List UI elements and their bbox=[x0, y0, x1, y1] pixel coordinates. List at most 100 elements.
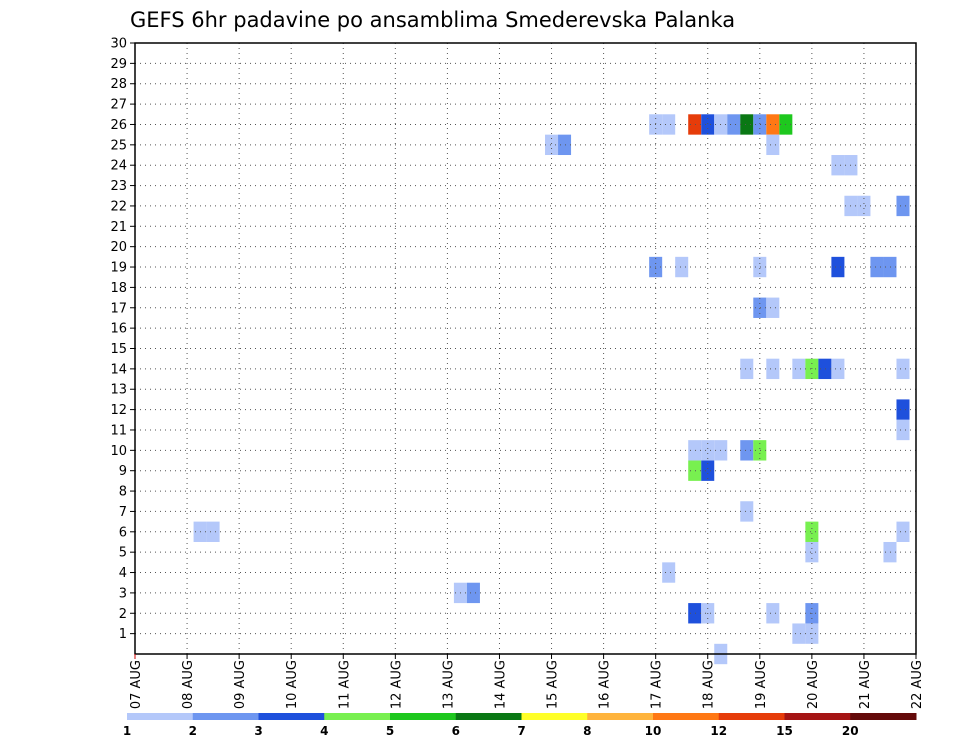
precip-cell bbox=[857, 195, 871, 217]
precip-cell bbox=[753, 297, 767, 318]
precip-cell bbox=[662, 114, 676, 135]
x-tick-label: 14 AUG bbox=[493, 660, 508, 709]
precip-cell bbox=[766, 114, 780, 135]
x-tick-label: 22 AUG bbox=[910, 660, 925, 709]
y-tick-label: 30 bbox=[110, 37, 127, 52]
y-tick-label: 10 bbox=[110, 444, 127, 459]
precip-cell bbox=[675, 256, 689, 278]
precip-cell bbox=[701, 460, 715, 481]
precip-cell bbox=[701, 114, 715, 135]
legend-label: 12 bbox=[710, 724, 727, 738]
x-tick-label: 08 AUG bbox=[181, 660, 196, 709]
y-tick-label: 16 bbox=[110, 322, 127, 337]
y-tick-label: 19 bbox=[110, 261, 127, 276]
precip-cell bbox=[558, 134, 572, 156]
legend-swatch bbox=[850, 713, 917, 720]
y-tick-label: 27 bbox=[110, 98, 127, 113]
precip-cell bbox=[740, 440, 754, 461]
y-tick-label: 17 bbox=[110, 301, 127, 316]
y-tick-label: 29 bbox=[110, 57, 127, 72]
y-tick-label: 21 bbox=[110, 220, 127, 235]
x-tick-label: 16 AUG bbox=[598, 660, 613, 709]
precip-cell bbox=[896, 358, 910, 380]
legend-swatch bbox=[390, 713, 457, 720]
grid-lines bbox=[135, 43, 916, 654]
legend-swatch bbox=[521, 713, 588, 720]
x-tick-label: 07 AUG bbox=[129, 660, 144, 709]
precip-cell bbox=[766, 358, 780, 380]
legend-label: 10 bbox=[645, 724, 662, 738]
y-tick-label: 23 bbox=[110, 179, 127, 194]
precip-cell bbox=[766, 297, 780, 318]
y-tick-label: 11 bbox=[110, 423, 127, 438]
x-tick-label: 20 AUG bbox=[806, 660, 821, 709]
y-tick-label: 5 bbox=[119, 546, 127, 561]
precip-cell bbox=[805, 521, 819, 542]
legend-label: 15 bbox=[776, 724, 793, 738]
legend-swatch bbox=[587, 713, 654, 720]
y-tick-label: 1 bbox=[119, 627, 127, 642]
x-tick-label: 15 AUG bbox=[546, 660, 561, 709]
precip-cell bbox=[688, 460, 702, 481]
y-tick-label: 3 bbox=[119, 586, 127, 601]
y-tick-label: 9 bbox=[119, 464, 127, 479]
chart-title: GEFS 6hr padavine po ansamblima Smederev… bbox=[130, 8, 735, 32]
precip-cell bbox=[831, 256, 845, 278]
y-tick-label: 14 bbox=[110, 362, 127, 377]
legend-label: 3 bbox=[254, 724, 262, 738]
precip-cell bbox=[740, 114, 754, 135]
x-axis: 07 AUG 08 AUG 09 AUG 10 AUG 11 AUG 12 AUG 13 A… bbox=[129, 654, 925, 709]
legend-label: 20 bbox=[842, 724, 859, 738]
y-tick-label: 22 bbox=[110, 199, 127, 214]
precip-cell bbox=[545, 134, 559, 156]
precip-cell bbox=[792, 623, 806, 644]
y-tick-label: 4 bbox=[119, 566, 127, 581]
precipitation-cells bbox=[193, 114, 910, 665]
legend-label: 5 bbox=[386, 724, 394, 738]
y-tick-label: 26 bbox=[110, 118, 127, 133]
y-tick-label: 12 bbox=[110, 403, 127, 418]
x-tick-label: 18 AUG bbox=[702, 660, 717, 709]
y-axis: 1234567891011121314151617181920212223242… bbox=[110, 37, 135, 642]
y-tick-label: 8 bbox=[119, 485, 127, 500]
precip-cell bbox=[792, 358, 806, 380]
legend-swatch bbox=[718, 713, 785, 720]
precip-cell bbox=[753, 114, 767, 135]
y-tick-label: 24 bbox=[110, 159, 127, 174]
precip-cell bbox=[688, 440, 702, 461]
precip-cell bbox=[896, 419, 910, 441]
precip-cell bbox=[831, 155, 845, 176]
legend-swatch bbox=[192, 713, 259, 720]
x-tick-label: 09 AUG bbox=[233, 660, 248, 709]
legend-swatch bbox=[258, 713, 325, 720]
x-tick-label: 12 AUG bbox=[389, 660, 404, 709]
legend-label: 2 bbox=[189, 724, 197, 738]
y-tick-label: 20 bbox=[110, 240, 127, 255]
precip-cell bbox=[753, 440, 767, 461]
color-legend: 1 2 3 4 5 6 7 8 10 12 15 20 bbox=[123, 713, 917, 738]
y-tick-label: 25 bbox=[110, 138, 127, 153]
y-tick-label: 6 bbox=[119, 525, 127, 540]
precip-cell bbox=[896, 195, 910, 217]
precip-cell bbox=[688, 114, 702, 135]
legend-label: 4 bbox=[320, 724, 328, 738]
precip-cell bbox=[688, 603, 702, 624]
precip-cell bbox=[701, 440, 715, 461]
y-tick-label: 15 bbox=[110, 342, 127, 357]
precip-cell bbox=[883, 256, 897, 278]
legend-swatch bbox=[455, 713, 522, 720]
legend-label: 8 bbox=[583, 724, 591, 738]
precip-cell bbox=[883, 541, 897, 563]
legend-label: 6 bbox=[452, 724, 460, 738]
precip-cell bbox=[766, 603, 780, 624]
x-tick-label: 21 AUG bbox=[858, 660, 873, 709]
precip-cell bbox=[466, 582, 480, 604]
y-tick-label: 7 bbox=[119, 505, 127, 520]
precip-cell bbox=[753, 256, 767, 278]
precip-cell bbox=[896, 521, 910, 542]
precip-cell bbox=[740, 358, 754, 380]
precip-cell bbox=[818, 358, 832, 380]
precip-cell bbox=[662, 562, 676, 583]
precip-cell bbox=[805, 541, 819, 563]
